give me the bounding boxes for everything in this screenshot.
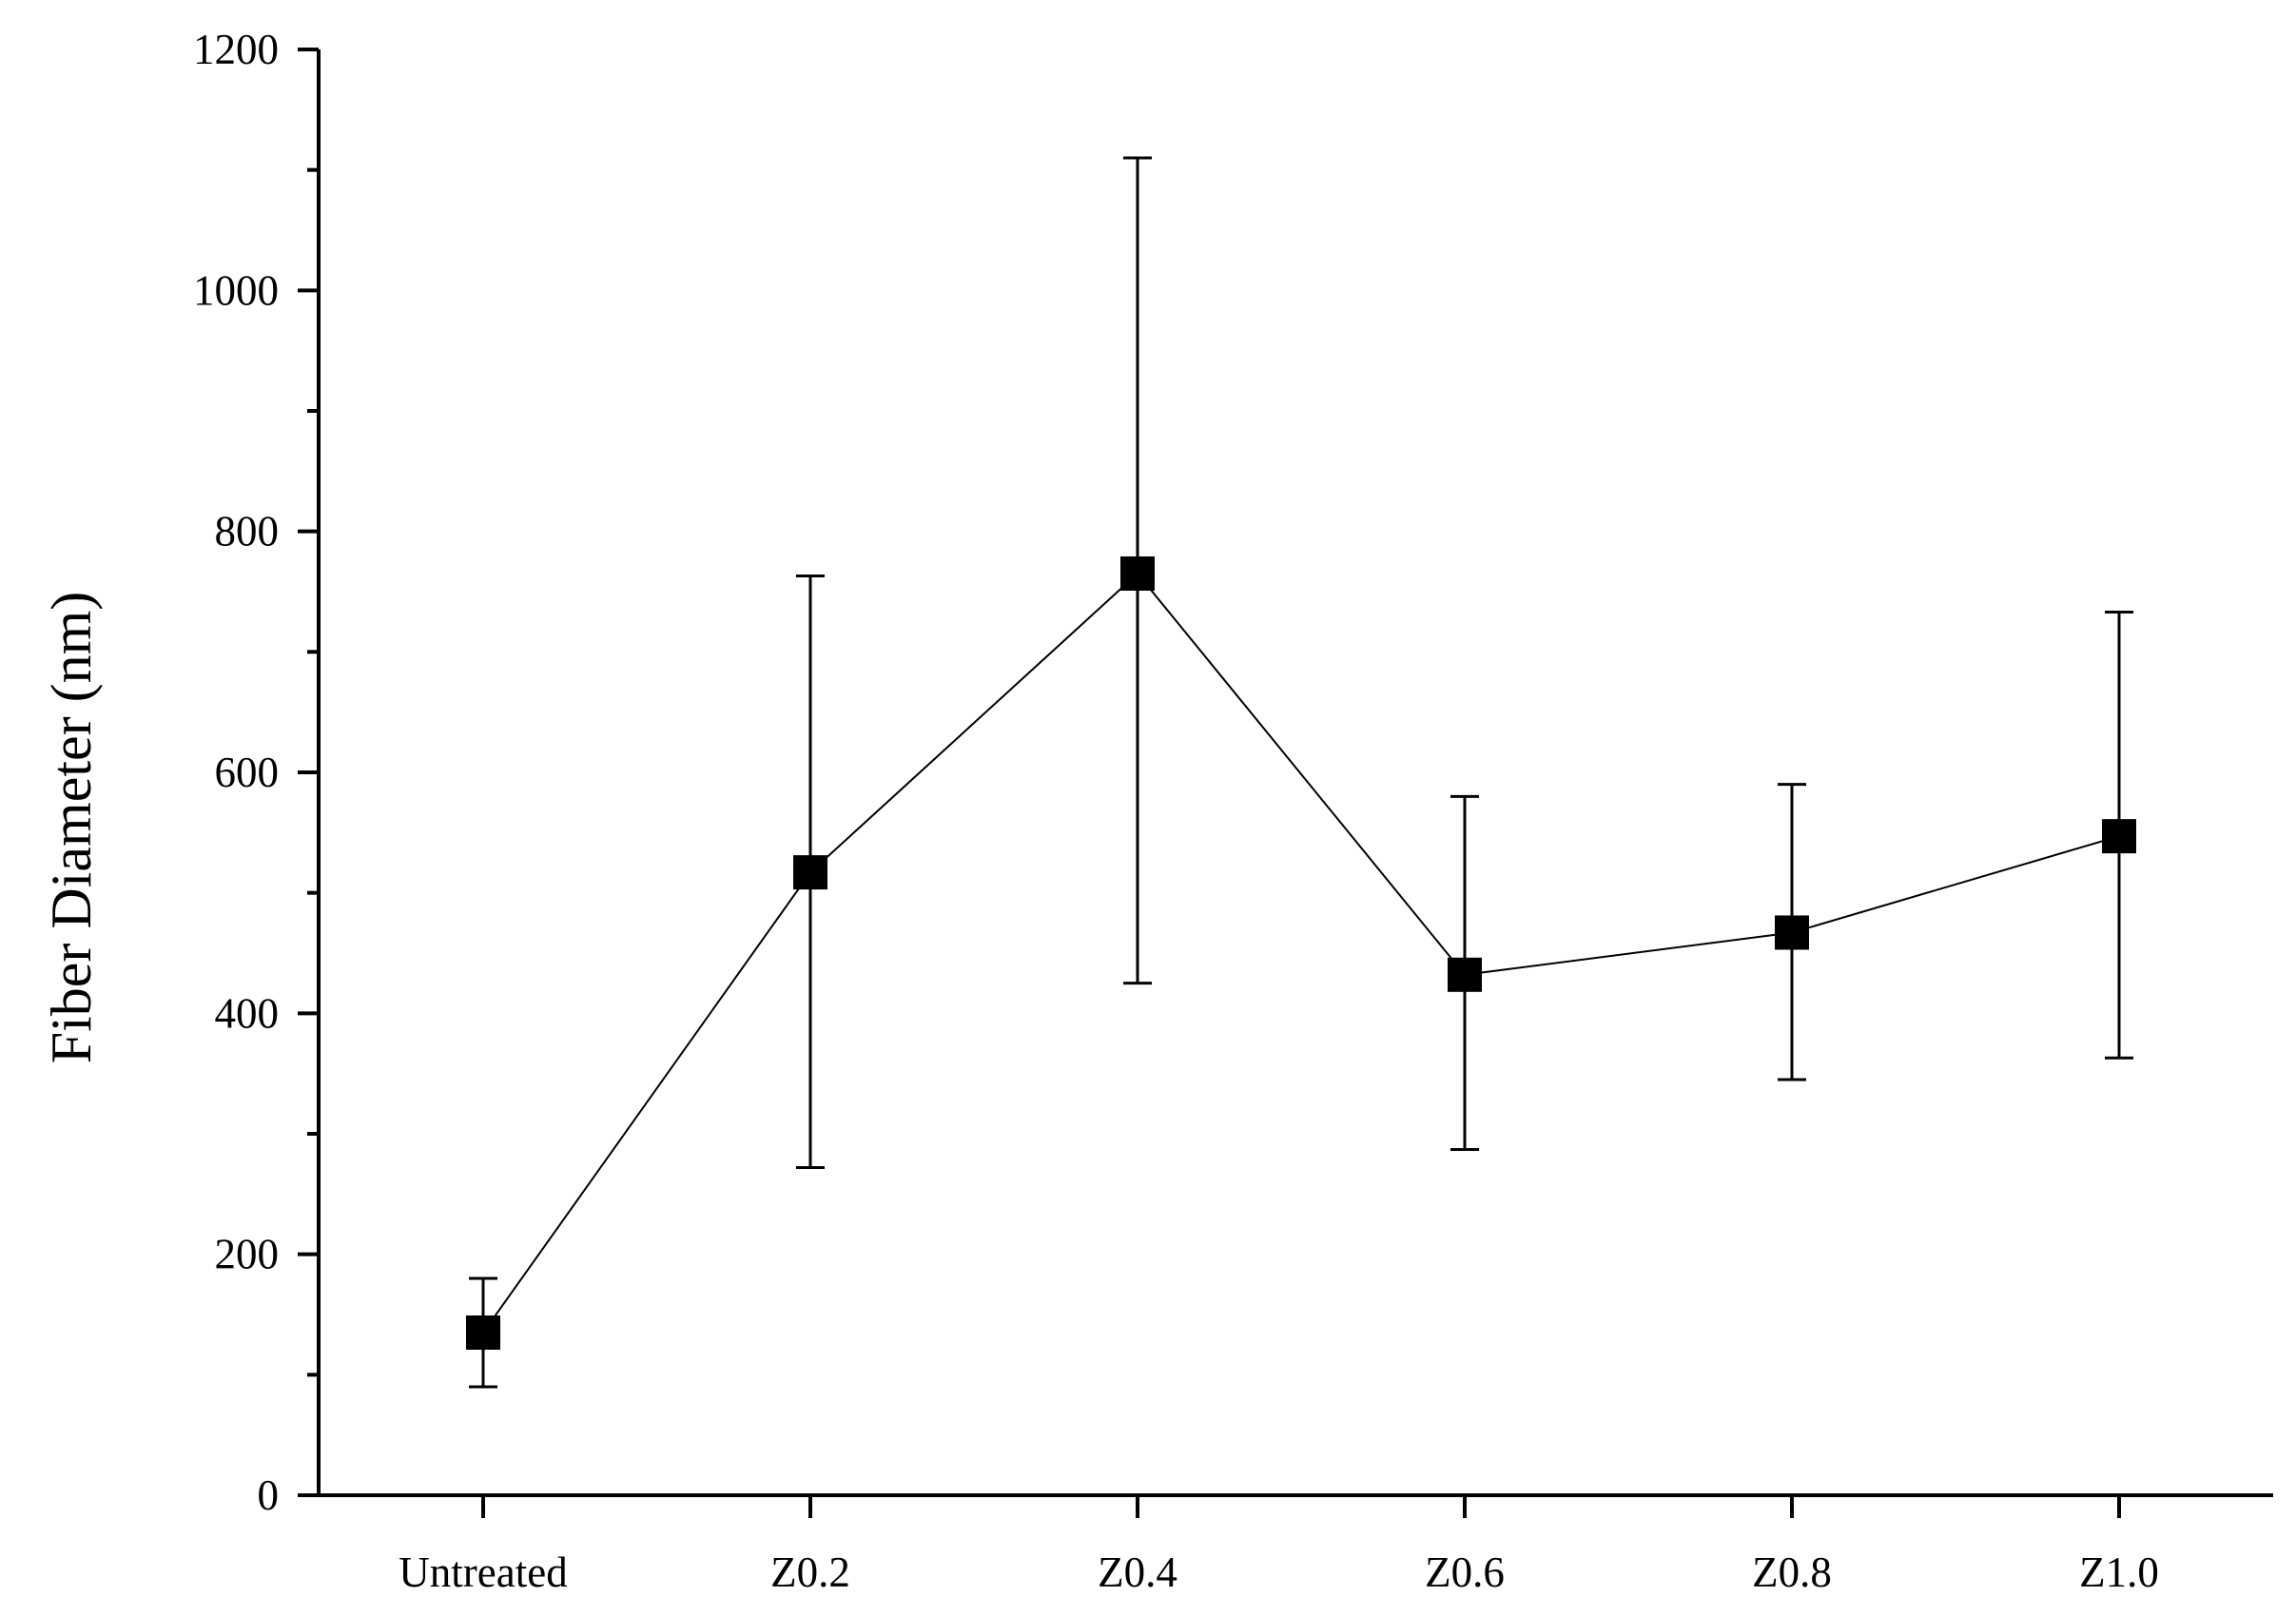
y-tick-label: 0 xyxy=(258,1471,280,1519)
y-axis-ticks: 0 200 400 600 800 1000 1200 xyxy=(193,26,319,1519)
y-tick-label: 800 xyxy=(215,508,280,555)
axes xyxy=(317,49,2273,1497)
series-line xyxy=(482,572,2120,1334)
x-tick-label: Z0.4 xyxy=(1098,1549,1177,1596)
x-axis-ticks: Untreated Z0.2 Z0.4 Z0.6 Z0.8 Z1.0 xyxy=(399,1495,2159,1596)
y-tick-label: 1000 xyxy=(193,266,279,314)
y-tick-label: 400 xyxy=(215,989,280,1037)
data-point xyxy=(1120,556,1155,591)
data-point xyxy=(793,855,827,890)
plot-area xyxy=(466,156,2136,1389)
x-tick-label: Z0.8 xyxy=(1752,1549,1832,1596)
y-tick-label: 600 xyxy=(215,749,280,796)
y-tick-label: 200 xyxy=(215,1231,280,1278)
x-tick-label: Untreated xyxy=(399,1549,567,1596)
y-tick-label: 1200 xyxy=(193,26,279,73)
data-point xyxy=(2102,819,2136,854)
data-point xyxy=(1775,915,1809,950)
x-tick-label: Z0.2 xyxy=(770,1549,850,1596)
x-tick-label: Z1.0 xyxy=(2079,1549,2159,1596)
data-point xyxy=(466,1315,500,1350)
y-axis-title: Fiber Diameter (nm) xyxy=(40,592,103,1064)
data-point xyxy=(1448,957,1482,992)
x-tick-label: Z0.6 xyxy=(1425,1549,1505,1596)
